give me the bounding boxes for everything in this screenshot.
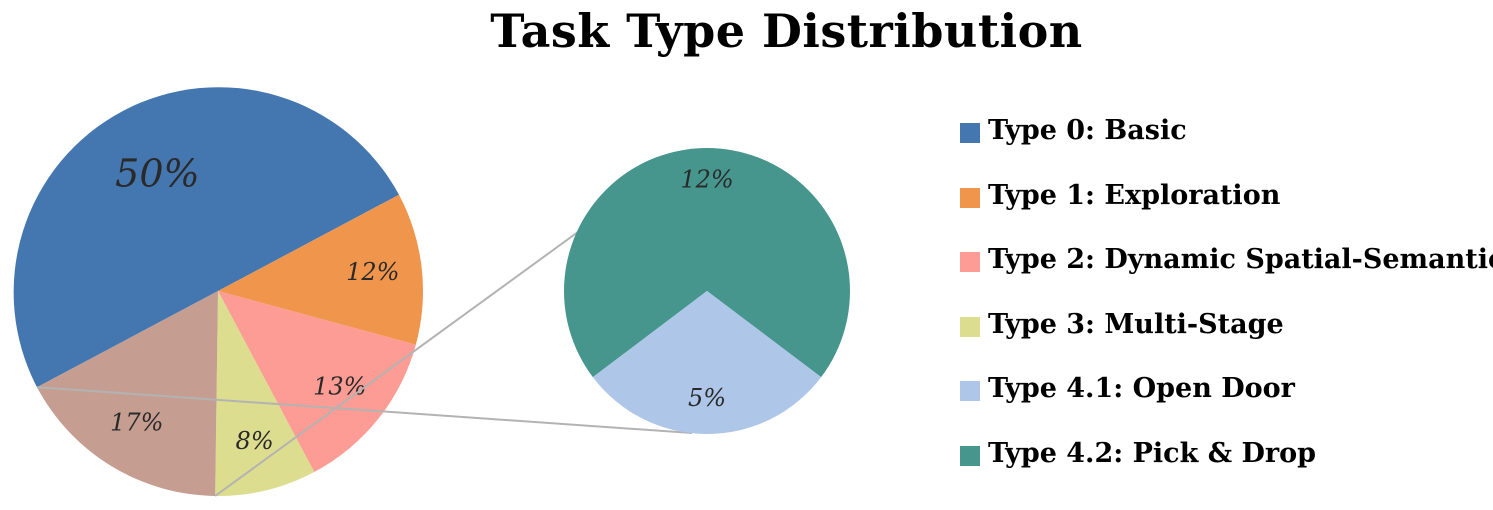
slice-type1 bbox=[218, 194, 423, 345]
slice-label-type4_2: 12% bbox=[680, 165, 733, 193]
legend-swatch bbox=[960, 252, 980, 273]
slice-label-type4_1: 5% bbox=[688, 384, 726, 412]
slice-label-type2: 13% bbox=[313, 373, 366, 401]
connector-line-bottom bbox=[36, 386, 693, 434]
slice-type2 bbox=[218, 291, 416, 472]
slice-type4_2 bbox=[563, 148, 850, 378]
legend-label: Type 0: Basic bbox=[988, 115, 1187, 146]
breakout-pie: 12% 5% bbox=[563, 148, 850, 435]
legend-swatch bbox=[960, 445, 980, 466]
chart-title: Task Type Distribution bbox=[490, 4, 1083, 58]
legend-label: Type 4.1: Open Door bbox=[988, 373, 1295, 405]
slice-type0 bbox=[13, 87, 399, 388]
legend-swatch bbox=[960, 123, 980, 143]
legend-label: Type 1: Exploration bbox=[988, 179, 1281, 211]
slice-type4_1 bbox=[592, 291, 822, 435]
slice-label-type3: 8% bbox=[236, 427, 274, 455]
slice-label-type1: 12% bbox=[346, 258, 399, 286]
pie-of-pie-chart: 50% 12% 13% 8% 17% 12% 5% bbox=[13, 87, 850, 497]
legend-label: Type 4.2: Pick & Drop bbox=[988, 437, 1317, 469]
legend-swatch bbox=[960, 381, 980, 402]
legend-swatch bbox=[960, 187, 980, 208]
legend-label: Type 2: Dynamic Spatial-Semantic bbox=[988, 244, 1493, 276]
slice-label-type0: 50% bbox=[115, 152, 199, 196]
slice-type3 bbox=[215, 291, 315, 496]
main-pie: 50% 12% 13% 8% 17% bbox=[13, 87, 423, 496]
legend-swatch bbox=[960, 316, 980, 337]
legend-label: Type 3: Multi-Stage bbox=[988, 308, 1284, 340]
slice-label-type4: 17% bbox=[110, 409, 163, 437]
